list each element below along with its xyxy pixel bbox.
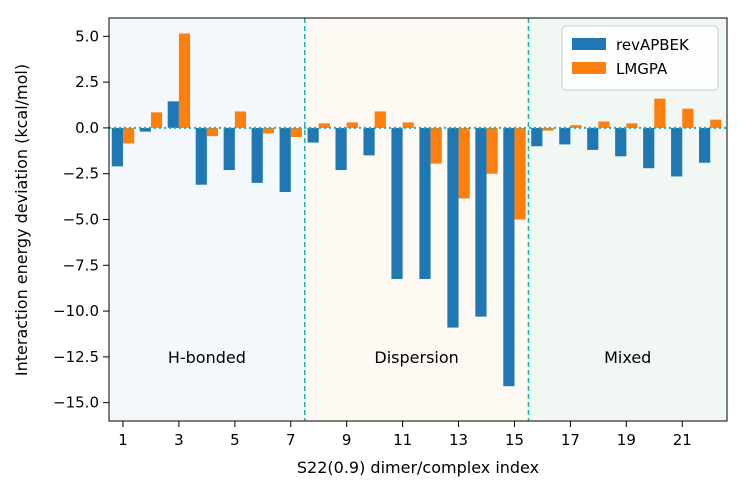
bar-lmgpa-4 [206,127,219,137]
bar-lmgpa-6 [262,127,274,134]
bar-lmgpa-5 [234,111,247,128]
region-background-1 [109,18,305,421]
x-tick-label-19: 19 [617,431,636,449]
bars-layer [111,33,722,387]
y-tick-label-4: −5.0 [63,211,99,229]
legend-swatch-lmgpa [572,62,606,74]
bar-lmgpa-14 [486,127,498,174]
bar-lmgpa-7 [290,127,302,138]
x-tick-label-7: 7 [286,431,296,449]
y-tick-label-0: 5.0 [75,27,99,45]
y-axis: 5.0 2.5 0.0 −2.5 −5.0 −7.5 −10.0 −12.5 −15.0 [53,27,109,412]
y-tick-label-6: −10.0 [53,302,99,320]
bar-lmgpa-1 [122,127,135,144]
bar-lmgpa-11 [402,122,414,128]
x-tick-label-17: 17 [561,431,580,449]
bar-lmgpa-16 [542,127,554,131]
bar-lmgpa-2 [150,112,163,128]
x-axis: 1 3 5 7 9 11 13 15 17 19 21 [118,421,692,449]
region-background-2 [304,18,529,421]
bar-lmgpa-12 [430,127,442,164]
bar-lmgpa-15 [514,127,526,220]
bar-revapbek-2 [139,127,151,132]
bar-revapbek-1 [111,127,123,167]
bar-revapbek-14 [475,127,487,317]
bar-revapbek-13 [447,127,459,328]
bar-revapbek-21 [671,127,683,177]
bar-lmgpa-21 [682,108,694,128]
y-tick-label-1: 2.5 [75,73,99,91]
bar-revapbek-4 [195,127,207,185]
bar-lmgpa-20 [654,98,666,128]
bar-revapbek-11 [391,127,403,280]
legend: revAPBEK LMGPA [561,25,719,91]
region-label-h-bonded: H-bonded [168,348,246,367]
y-tick-label-2: 0.0 [75,119,99,137]
legend-label-lmgpa: LMGPA [616,60,668,78]
bar-revapbek-10 [363,127,375,156]
region-label-mixed: Mixed [604,348,651,367]
bar-lmgpa-19 [626,123,638,128]
y-tick-label-5: −7.5 [63,256,99,274]
bar-revapbek-7 [279,127,291,193]
x-tick-label-15: 15 [505,431,524,449]
bar-revapbek-20 [643,127,655,169]
bar-lmgpa-9 [346,122,358,128]
bar-revapbek-17 [559,127,571,145]
bar-lmgpa-8 [318,123,330,128]
x-tick-label-9: 9 [342,431,352,449]
bar-lmgpa-13 [458,127,470,199]
bar-lmgpa-18 [598,121,610,128]
bar-revapbek-3 [167,101,179,128]
x-tick-label-13: 13 [449,431,468,449]
reference-lines-layer [109,18,727,421]
region-labels-layer: H-bonded Dispersion Mixed [168,348,651,367]
region-label-dispersion: Dispersion [374,348,458,367]
x-tick-label-3: 3 [174,431,184,449]
bar-revapbek-19 [615,127,627,157]
bar-revapbek-6 [251,127,263,183]
bar-revapbek-9 [335,127,347,171]
legend-swatch-revapbek [572,38,606,50]
bar-revapbek-8 [307,127,319,143]
legend-label-revapbek: revAPBEK [616,36,690,54]
bar-lmgpa-10 [374,111,386,128]
y-tick-label-3: −2.5 [63,165,99,183]
x-tick-label-5: 5 [230,431,240,449]
x-axis-label: S22(0.9) dimer/complex index [297,458,539,477]
y-tick-label-7: −12.5 [53,348,99,366]
x-tick-label-21: 21 [673,431,692,449]
bar-revapbek-18 [587,127,599,150]
bar-lmgpa-3 [178,33,191,128]
y-tick-label-8: −15.0 [53,394,99,412]
x-tick-label-11: 11 [393,431,412,449]
y-axis-label: Interaction energy deviation (kcal/mol) [12,64,31,376]
x-tick-label-1: 1 [118,431,128,449]
bar-revapbek-22 [699,127,711,163]
bar-revapbek-5 [223,127,235,171]
bar-lmgpa-17 [570,125,582,128]
bar-revapbek-16 [531,127,543,147]
bar-lmgpa-22 [710,119,722,128]
bar-revapbek-15 [503,127,515,387]
bar-revapbek-12 [419,127,431,280]
